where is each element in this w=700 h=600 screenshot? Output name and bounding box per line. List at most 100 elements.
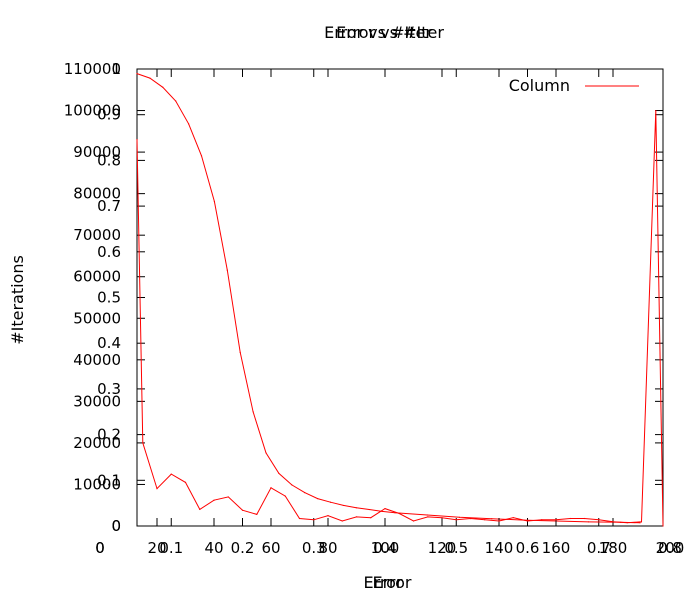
data-point <box>498 520 500 522</box>
y-tick-label: 50000 <box>73 309 121 327</box>
x-axis-label-overlay: Error <box>373 573 412 592</box>
x-tick-label: 0 <box>95 539 105 557</box>
data-point <box>156 488 158 490</box>
x-tick-label: 180 <box>599 539 628 557</box>
x-tick-label: 120 <box>428 539 457 557</box>
data-point <box>370 517 372 519</box>
data-point <box>587 521 590 523</box>
data-point <box>199 508 201 510</box>
data-point <box>541 519 543 521</box>
data-point <box>184 481 187 483</box>
x-tick-label: 200 <box>656 539 685 557</box>
x-tick-label: 0.6 <box>516 539 540 557</box>
data-point <box>583 517 586 520</box>
y-tick-label: 100000 <box>64 102 121 120</box>
data-point <box>175 100 177 102</box>
data-point <box>298 517 301 520</box>
y-tick-label: 0.4 <box>97 334 121 352</box>
data-point <box>655 109 657 112</box>
data-point <box>662 525 664 527</box>
data-point <box>239 351 241 353</box>
plot-frame <box>136 68 664 527</box>
data-point <box>162 86 164 88</box>
data-point <box>512 517 514 519</box>
y-tick-label: 0.8 <box>97 151 121 169</box>
data-point <box>458 516 461 518</box>
y-tick-label: 0.1 <box>97 471 121 489</box>
data-point <box>304 492 306 494</box>
y-tick-label: 1 <box>111 60 121 78</box>
data-point <box>342 504 344 507</box>
x-tick-label: 0.8 <box>658 539 682 557</box>
data-point <box>291 484 293 486</box>
data-point <box>317 497 319 500</box>
data-point <box>455 519 457 521</box>
data-point <box>398 512 400 515</box>
data-point <box>170 473 172 475</box>
x-tick-label: 60 <box>261 539 280 557</box>
y-tick-label: 10000 <box>73 475 121 493</box>
x-tick-label: 0.3 <box>302 539 326 557</box>
data-point <box>355 516 358 518</box>
data-point <box>612 521 614 523</box>
data-point <box>412 520 415 522</box>
data-point <box>329 501 332 503</box>
x-tick-label: 0.5 <box>444 539 468 557</box>
x-tick-label: 140 <box>485 539 514 557</box>
y-tick-label: 0.2 <box>97 426 121 444</box>
x-tick-label: 160 <box>542 539 571 557</box>
data-point <box>469 517 472 520</box>
series-line-1-0 <box>136 110 664 527</box>
x-tick-label: 20 <box>147 539 166 557</box>
data-point <box>426 514 428 516</box>
y-tick-label: 0.7 <box>97 197 121 215</box>
data-point <box>484 519 486 521</box>
x-tick-label: 0.1 <box>159 539 183 557</box>
data-point <box>142 442 144 444</box>
data-point <box>149 77 151 79</box>
data-point <box>200 155 203 157</box>
x-tick-label: 100 <box>371 539 400 557</box>
y-tick-label: 110000 <box>64 60 121 78</box>
y-tick-label: 0.6 <box>97 243 121 261</box>
chart-title-overlay: Error vs #Iter <box>336 23 444 42</box>
data-point <box>188 123 190 125</box>
chart-title: Error vs #Iter <box>324 23 432 42</box>
data-point <box>213 200 215 203</box>
x-tick-label: 0 <box>95 539 105 557</box>
data-point <box>427 516 429 518</box>
y-tick-label: 0.9 <box>97 106 121 124</box>
data-point <box>313 519 315 521</box>
data-point <box>626 522 628 524</box>
y-tick-label: 90000 <box>73 143 121 161</box>
data-point <box>598 519 600 521</box>
x-tick-label: 0.4 <box>373 539 397 557</box>
data-point <box>252 411 254 413</box>
data-point <box>355 507 357 509</box>
data-point <box>526 520 529 522</box>
data-point <box>241 509 244 511</box>
y-tick-label: 60000 <box>73 268 121 286</box>
x-tick-label: 80 <box>318 539 337 557</box>
data-point <box>491 518 493 520</box>
legend-label: Column <box>509 76 570 95</box>
y-axis-label: #Iterations <box>8 255 27 345</box>
data-point <box>265 452 267 454</box>
series-line-0-0 <box>136 73 641 524</box>
data-point <box>640 521 643 523</box>
data-point <box>639 522 641 524</box>
y-tick-label: 80000 <box>73 185 121 203</box>
y-tick-label: 20000 <box>73 434 121 452</box>
y-tick-label: 0.3 <box>97 380 121 398</box>
x-axis-label: Error <box>364 573 403 592</box>
y-tick-label: 0.5 <box>97 289 121 307</box>
data-point <box>270 487 272 489</box>
x-tick-label: 0.7 <box>587 539 611 557</box>
data-point <box>213 499 215 501</box>
y-tick-label: 40000 <box>73 351 121 369</box>
data-point <box>555 519 557 521</box>
data-point <box>278 472 280 475</box>
data-point <box>227 496 229 498</box>
y-tick-label: 70000 <box>73 226 121 244</box>
